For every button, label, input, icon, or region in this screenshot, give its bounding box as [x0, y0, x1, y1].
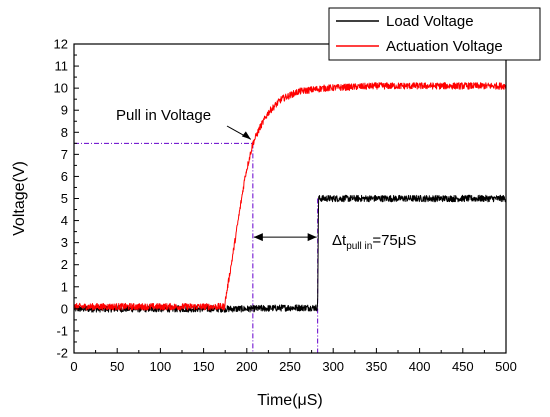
pull-in-pointer-head: [241, 131, 251, 140]
series-line-load-voltage: [73, 194, 507, 313]
y-tick-label: 12: [54, 37, 68, 52]
delta-t-arrow-head-left: [253, 233, 263, 242]
x-tick-label: 200: [236, 359, 258, 374]
guide-lines: [74, 142, 319, 353]
pull-in-voltage-label: Pull in Voltage: [116, 107, 211, 124]
series-line-actuation-voltage: [73, 82, 507, 311]
x-tick-label: 100: [150, 359, 172, 374]
y-tick-label: 4: [61, 213, 68, 228]
x-tick-label: 450: [452, 359, 474, 374]
y-tick-label: 5: [61, 191, 68, 206]
y-tick-label: 11: [55, 59, 69, 74]
annotation-layer: Pull in Voltage Δtpull in=75μS: [116, 107, 416, 252]
x-tick-label: 400: [409, 359, 431, 374]
series-layer: [73, 82, 507, 313]
y-tick-label: 9: [61, 103, 68, 118]
y-tick-label: 8: [61, 125, 68, 140]
x-tick-label: 0: [70, 359, 77, 374]
y-tick-label: 7: [61, 147, 68, 162]
x-tick-label: 500: [495, 359, 517, 374]
delta-t-pull-in-label: Δtpull in=75μS: [332, 232, 416, 252]
y-axis-title: Voltage(V): [11, 161, 28, 236]
x-tick-label: 50: [110, 359, 124, 374]
legend: Load Voltage Actuation Voltage: [328, 7, 541, 61]
y-tick-label: -1: [56, 323, 68, 338]
x-axis: 0 50 100 150 200 250 300 350 400 450 500: [70, 348, 517, 374]
y-tick-label: 1: [61, 279, 68, 294]
legend-entry-load-voltage: Load Voltage: [386, 13, 474, 30]
x-tick-label: 350: [366, 359, 388, 374]
x-tick-label: 250: [279, 359, 301, 374]
delta-t-arrow-head-right: [307, 233, 317, 242]
y-tick-label: 6: [61, 169, 68, 184]
delta-t-subscript: pull in: [346, 241, 372, 252]
x-tick-label: 150: [193, 359, 215, 374]
x-tick-label: 300: [322, 359, 344, 374]
delta-t-prefix: Δt: [332, 232, 347, 249]
y-tick-label: 10: [54, 81, 68, 96]
legend-entry-actuation-voltage: Actuation Voltage: [386, 38, 503, 55]
x-axis-title: Time(μS): [257, 392, 323, 409]
delta-t-value: =75μS: [372, 232, 416, 249]
y-tick-label: 0: [61, 301, 68, 316]
y-tick-label: 3: [61, 235, 68, 250]
y-tick-label: -2: [56, 346, 68, 361]
legend-box: [328, 7, 541, 61]
y-tick-label: 2: [61, 257, 68, 272]
